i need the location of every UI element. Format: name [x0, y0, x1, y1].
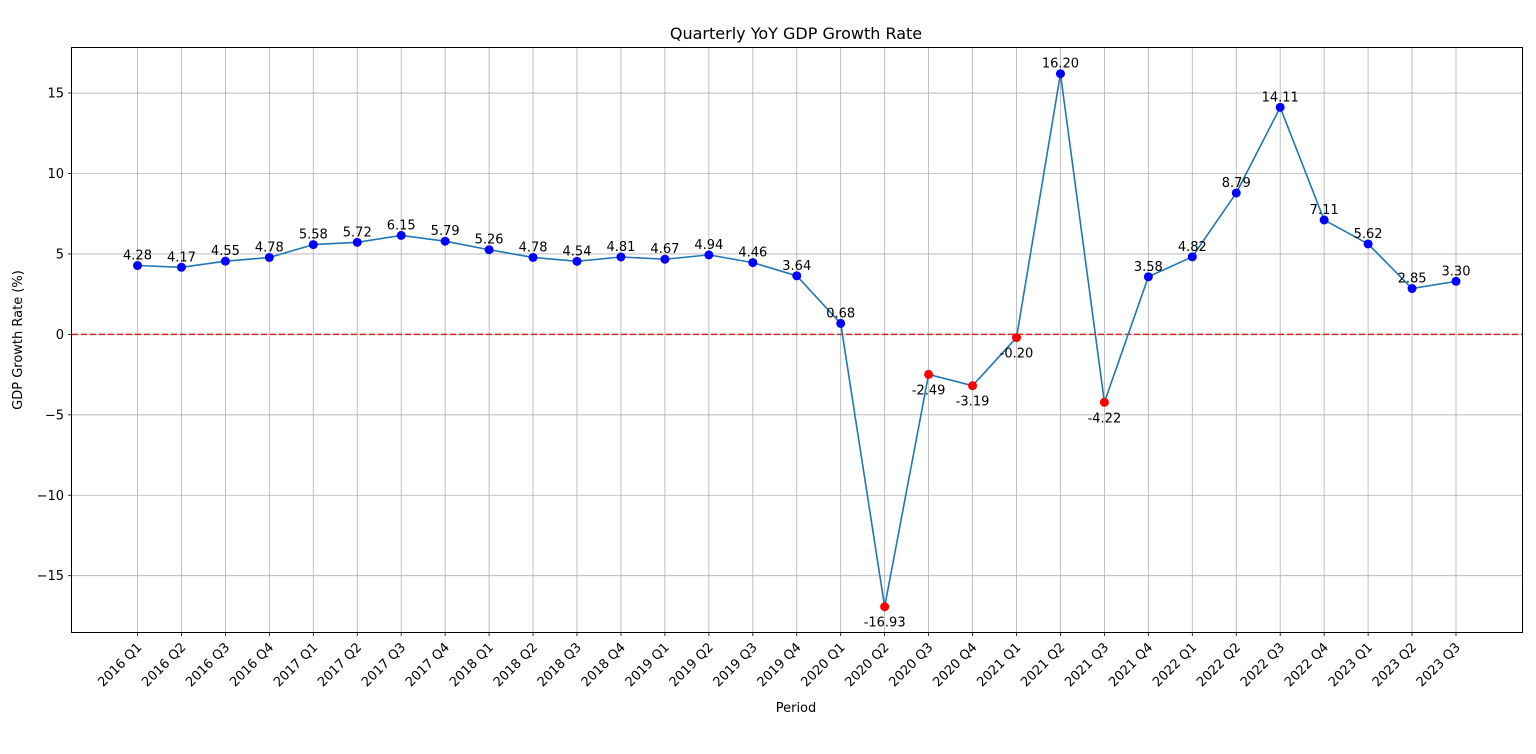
y-axis-title: GDP Growth Rate (%) [11, 270, 26, 410]
data-value-label: 0.68 [826, 306, 855, 321]
data-value-label: 3.64 [782, 259, 811, 274]
data-point-marker [1363, 239, 1373, 249]
y-tick-label: 5 [56, 247, 64, 262]
data-point-marker [616, 252, 626, 262]
data-point-marker [1055, 69, 1065, 79]
data-point-marker [748, 258, 758, 268]
data-point-marker [220, 256, 230, 266]
data-point-marker [133, 261, 142, 271]
data-point-marker [396, 230, 406, 240]
data-point-marker [1143, 272, 1153, 282]
y-tick-label: −15 [37, 569, 64, 584]
data-value-label: 2.85 [1398, 272, 1427, 287]
y-axis-ticks: −15 −10 −5 0 5 10 15 [37, 87, 72, 584]
data-value-label: 5.79 [431, 224, 460, 239]
data-value-label: 4.78 [519, 240, 548, 255]
data-value-label: 4.82 [1178, 240, 1207, 255]
data-value-label: 7.11 [1310, 203, 1339, 218]
data-value-label: 5.62 [1354, 227, 1383, 242]
data-point-marker [176, 262, 186, 272]
data-value-label: -3.19 [956, 395, 990, 410]
data-value-label: 5.58 [299, 228, 328, 243]
data-value-label: 3.30 [1442, 264, 1471, 279]
data-value-label: 4.55 [211, 244, 240, 259]
y-tick-label: −5 [45, 408, 64, 423]
x-axis-title: Period [776, 701, 817, 716]
data-point-marker [1319, 215, 1329, 225]
data-value-label: 16.20 [1042, 57, 1079, 72]
data-point-marker [264, 252, 274, 262]
data-labels: 4.28 4.17 4.55 4.78 5.58 5.72 6.15 5.79 5.26 4.78… [123, 57, 1470, 631]
data-point-marker [880, 602, 890, 612]
data-point-marker [1012, 333, 1021, 343]
data-value-label: -4.22 [1088, 411, 1122, 426]
data-point-marker [836, 318, 846, 328]
y-tick-label: 0 [56, 328, 64, 343]
data-value-label: -16.93 [864, 616, 906, 631]
data-point-marker [1187, 252, 1197, 262]
data-point-marker [308, 240, 318, 250]
y-tick-label: 10 [47, 167, 64, 182]
data-value-label: 4.78 [255, 240, 284, 255]
y-tick-label: 15 [47, 87, 64, 102]
data-point-marker [1451, 276, 1461, 286]
data-point-marker [1231, 188, 1241, 198]
data-point-marker [924, 369, 934, 379]
data-value-label: 4.46 [738, 246, 767, 261]
data-point-marker [660, 254, 670, 264]
data-value-label: -0.20 [1000, 347, 1034, 362]
data-value-label: 14.11 [1262, 90, 1299, 105]
data-value-label: 6.15 [387, 218, 416, 233]
data-point-marker [528, 252, 538, 262]
data-point-marker [572, 256, 582, 266]
data-point-marker [1099, 397, 1109, 407]
data-value-label: 5.72 [343, 225, 372, 240]
data-point-marker [1275, 102, 1285, 112]
data-value-label: 4.94 [694, 238, 723, 253]
y-tick-label: −10 [37, 489, 64, 504]
data-value-label: -2.49 [912, 383, 946, 398]
data-value-label: 4.81 [606, 240, 635, 255]
data-point-marker [792, 271, 802, 281]
data-value-label: 3.58 [1134, 260, 1163, 275]
data-point-marker [440, 236, 450, 246]
data-point-marker [704, 250, 714, 260]
data-value-label: 4.17 [167, 250, 196, 265]
data-value-label: 4.67 [650, 242, 679, 257]
data-value-label: 8.79 [1222, 176, 1251, 191]
data-value-label: 5.26 [475, 233, 504, 248]
data-point-marker [484, 245, 494, 255]
data-point-marker [1407, 284, 1417, 294]
grid-lines [72, 48, 1522, 632]
chart-title: Quarterly YoY GDP Growth Rate [670, 24, 922, 43]
data-value-label: 4.28 [123, 249, 152, 264]
data-value-label: 4.54 [563, 244, 592, 259]
data-markers [133, 69, 1461, 612]
data-point-marker [352, 237, 362, 247]
data-point-marker [968, 381, 978, 391]
